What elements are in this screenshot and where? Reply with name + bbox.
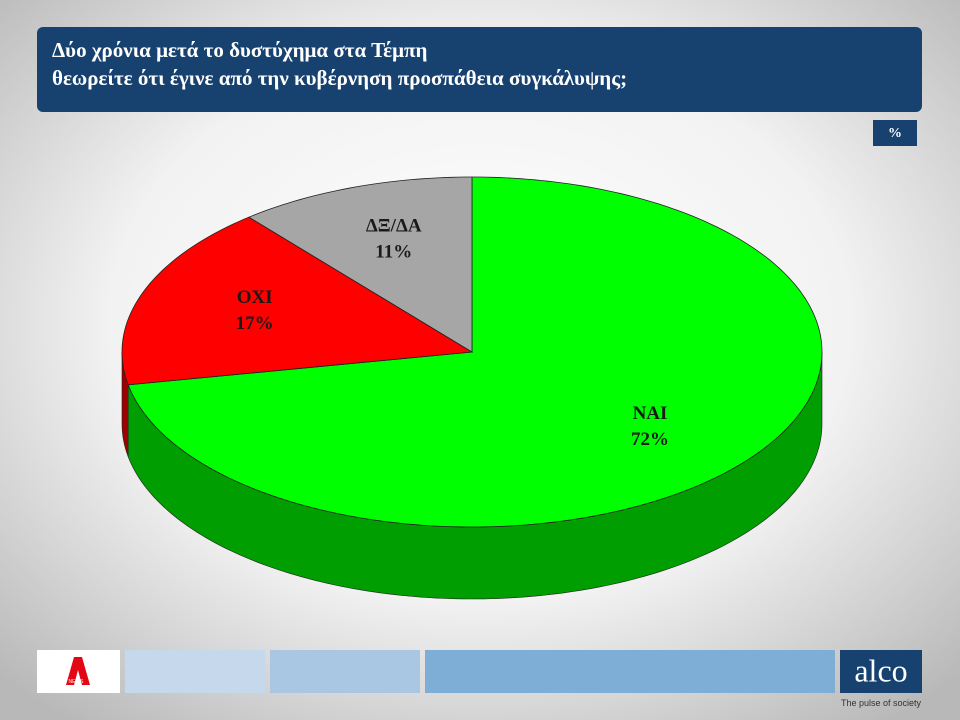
alpha-logo [66, 657, 90, 685]
slice [248, 176, 473, 353]
tagline: The pulse of society [841, 698, 922, 708]
slice [121, 216, 474, 457]
slice-top [248, 176, 473, 353]
unit-box [873, 120, 917, 146]
news-label: NEWS [69, 679, 85, 685]
slice-value-label: 17% [236, 313, 274, 334]
alco-box [840, 650, 922, 693]
footer-strip [270, 650, 420, 693]
unit-label: % [888, 126, 902, 141]
pie: ΝΑΙ 72% ΟΧΙ 17% ΔΞ/ΔΑ 11% [121, 176, 823, 600]
slice-category-label: ΟΧΙ [237, 287, 273, 308]
slice-top [127, 176, 823, 528]
footer-strip [425, 650, 835, 693]
chart-subtitle: θεωρείτε ότι έγινε από την κυβέρνηση προ… [52, 66, 627, 90]
chart-title: Δύο χρόνια μετά το δυστύχημα στα Τέμπη [52, 38, 428, 62]
alco-logo: alco [854, 652, 907, 688]
title-bar [37, 27, 922, 112]
slice-value-label: 72% [631, 429, 669, 450]
slice-value-label: 11% [375, 241, 412, 262]
slice-category-label: ΔΞ/ΔΑ [366, 215, 422, 236]
footer-strip [125, 650, 265, 693]
slice-top [121, 216, 474, 386]
slice-category-label: ΝΑΙ [633, 403, 668, 424]
